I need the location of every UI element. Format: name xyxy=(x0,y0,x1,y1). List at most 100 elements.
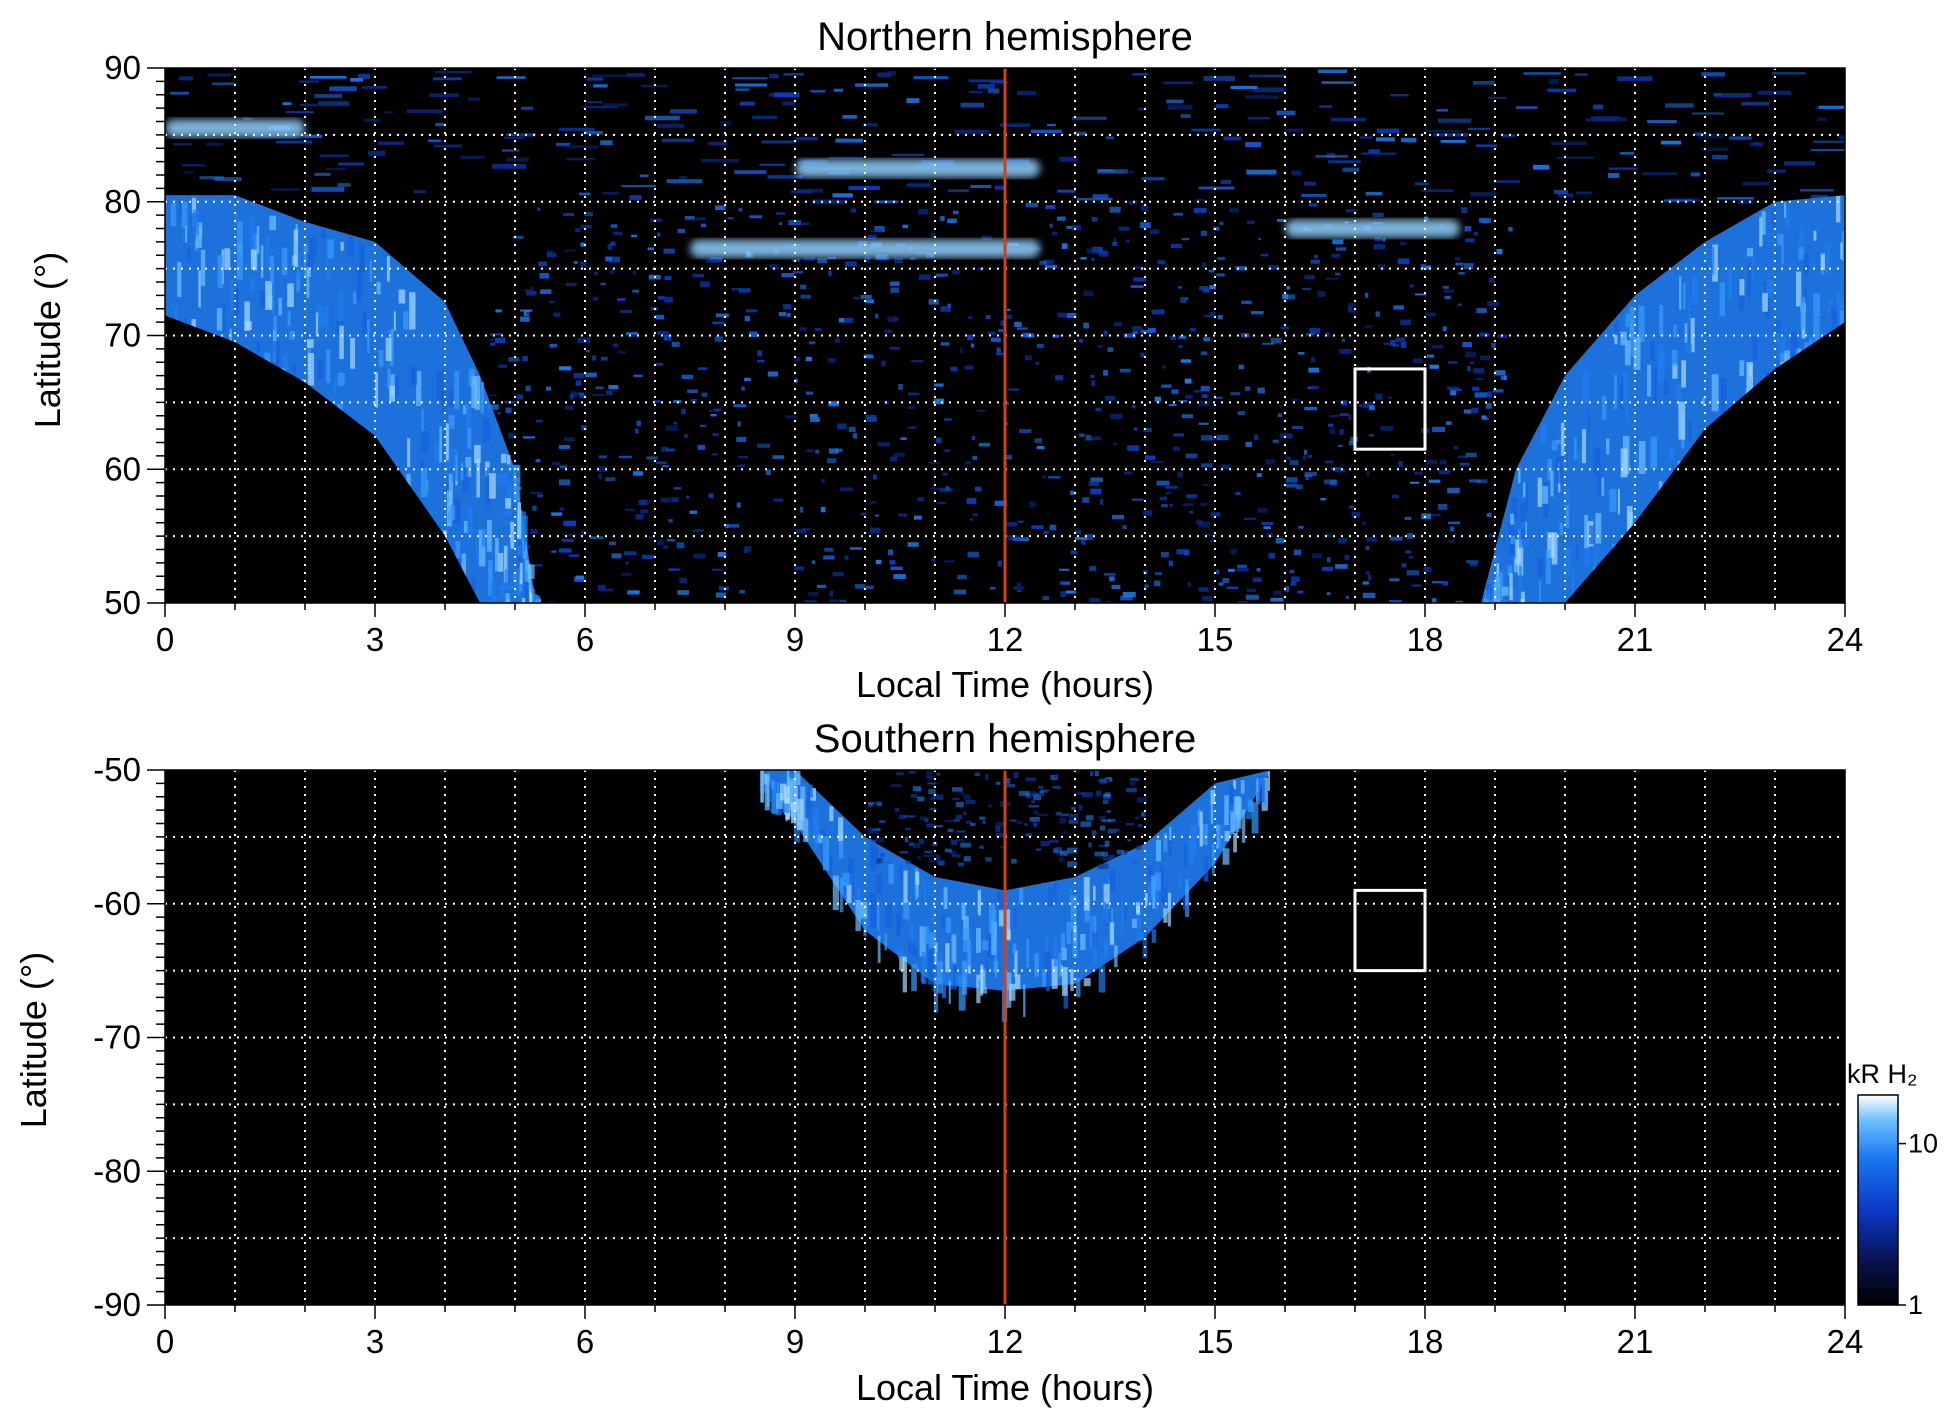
emission-speckle xyxy=(639,174,649,178)
oval-streak xyxy=(1005,972,1012,1008)
emission-speckle xyxy=(580,261,587,268)
emission-speckle xyxy=(862,123,878,127)
oval-streak xyxy=(463,521,469,533)
oval-streak xyxy=(1727,264,1733,302)
oval-streak xyxy=(1559,523,1564,536)
emission-speckle xyxy=(810,89,826,93)
emission-speckle xyxy=(1088,481,1099,486)
oval-streak xyxy=(1836,291,1842,311)
emission-speckle xyxy=(996,347,1001,353)
emission-speckle xyxy=(1007,388,1020,391)
oval-streak xyxy=(1841,298,1845,320)
emission-speckle xyxy=(1177,471,1184,478)
oval-streak xyxy=(991,922,997,956)
emission-speckle xyxy=(842,115,857,119)
oval-streak xyxy=(265,235,270,269)
emission-speckle xyxy=(1467,365,1471,372)
emission-speckle xyxy=(1501,134,1516,138)
emission-speckle xyxy=(677,590,690,595)
emission-speckle xyxy=(1004,454,1013,460)
emission-speckle xyxy=(1104,792,1111,797)
emission-speckle xyxy=(929,796,935,800)
oval-streak xyxy=(296,272,301,292)
emission-speckle xyxy=(468,97,480,102)
oval-streak xyxy=(481,529,486,547)
emission-speckle xyxy=(689,510,698,514)
oval-streak xyxy=(1136,906,1141,915)
emission-speckle xyxy=(952,798,960,801)
emission-speckle xyxy=(199,176,224,180)
emission-speckle xyxy=(928,299,939,305)
emission-speckle xyxy=(684,434,688,439)
oval-streak xyxy=(1070,969,1074,992)
emission-speckle xyxy=(495,337,506,344)
oval-streak xyxy=(1776,323,1780,344)
emission-speckle xyxy=(979,816,986,820)
emission-speckle xyxy=(1031,800,1036,803)
oval-streak xyxy=(923,926,929,944)
oval-streak xyxy=(920,972,924,983)
x-tick-label: 24 xyxy=(1827,1323,1864,1360)
emission-speckle xyxy=(1107,828,1117,834)
oval-streak xyxy=(490,582,497,603)
oval-streak xyxy=(1093,885,1096,901)
oval-streak xyxy=(1638,441,1646,475)
oval-streak xyxy=(1820,253,1825,271)
oval-streak xyxy=(903,900,910,920)
emission-speckle xyxy=(965,820,972,824)
emission-speckle xyxy=(1116,849,1125,855)
emission-speckle xyxy=(508,357,520,362)
oval-streak xyxy=(1620,331,1627,346)
emission-speckle xyxy=(1406,570,1420,576)
oval-streak xyxy=(320,229,326,239)
emission-speckle xyxy=(1203,337,1211,342)
oval-streak xyxy=(1137,932,1144,941)
emission-speckle xyxy=(1359,404,1363,407)
emission-speckle xyxy=(1105,136,1114,140)
emission-speckle xyxy=(539,273,550,279)
x-tick-label: 6 xyxy=(576,621,594,658)
emission-speckle xyxy=(1203,483,1209,487)
emission-speckle xyxy=(1016,327,1028,330)
oval-streak xyxy=(1256,790,1260,805)
emission-speckle xyxy=(1216,569,1220,575)
north-y-axis-label: Latitude (°) xyxy=(27,252,68,428)
oval-streak xyxy=(356,269,362,301)
oval-streak xyxy=(1522,482,1526,498)
emission-speckle xyxy=(1323,479,1336,485)
emission-speckle xyxy=(1308,367,1320,373)
emission-speckle xyxy=(963,856,971,862)
emission-speckle xyxy=(904,836,909,843)
emission-speckle xyxy=(1060,813,1070,817)
emission-speckle xyxy=(1450,526,1455,532)
emission-speckle xyxy=(1594,117,1627,122)
emission-speckle xyxy=(1810,148,1845,152)
oval-streak xyxy=(1673,324,1677,338)
emission-speckle xyxy=(1270,597,1284,602)
emission-speckle xyxy=(1040,841,1050,847)
oval-streak xyxy=(839,877,844,913)
emission-speckle xyxy=(1218,582,1224,586)
emission-speckle xyxy=(889,281,900,286)
emission-speckle xyxy=(1663,199,1694,202)
emission-speckle xyxy=(1277,413,1282,418)
emission-speckle xyxy=(631,234,637,238)
oval-streak xyxy=(1561,457,1566,469)
oval-streak xyxy=(1813,230,1817,241)
oval-streak xyxy=(293,229,299,267)
emission-speckle xyxy=(990,337,1001,342)
emission-speckle xyxy=(1488,534,1497,538)
emission-speckle xyxy=(731,288,741,291)
oval-streak xyxy=(1151,929,1157,943)
emission-speckle xyxy=(1421,189,1454,193)
emission-speckle xyxy=(656,123,685,128)
oval-streak xyxy=(903,870,908,903)
emission-speckle xyxy=(1091,380,1096,387)
emission-speckle xyxy=(1289,460,1299,466)
emission-speckle xyxy=(781,273,794,278)
emission-speckle xyxy=(1479,355,1491,361)
oval-streak xyxy=(1775,319,1782,333)
oval-streak xyxy=(1638,305,1645,343)
emission-speckle xyxy=(1181,414,1194,419)
oval-streak xyxy=(822,836,830,871)
